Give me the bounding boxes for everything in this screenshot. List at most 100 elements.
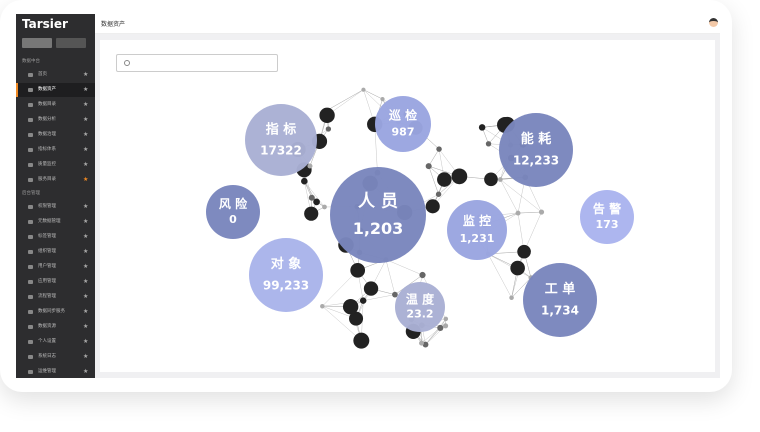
star-icon[interactable]: ★ xyxy=(83,338,89,345)
menu-item[interactable]: 数据资源 ★ xyxy=(16,320,95,334)
menu-label: 个人设置 xyxy=(38,339,56,344)
star-icon[interactable]: ★ xyxy=(83,101,89,108)
menu-item[interactable]: 权限管理 ★ xyxy=(16,200,95,214)
star-icon[interactable]: ★ xyxy=(83,176,89,183)
network-node xyxy=(451,168,468,185)
menu-item[interactable]: 首页 ★ xyxy=(16,68,95,82)
menu-item[interactable]: 指标体系 ★ xyxy=(16,143,95,157)
network-node xyxy=(419,340,424,346)
menu-item[interactable]: 标签管理 ★ xyxy=(16,230,95,244)
menu-label: 质量监控 xyxy=(38,162,56,167)
star-icon[interactable]: ★ xyxy=(83,71,89,78)
star-icon[interactable]: ★ xyxy=(83,308,89,315)
star-icon[interactable]: ★ xyxy=(83,146,89,153)
network-node xyxy=(435,191,442,197)
menu-label: 流程管理 xyxy=(38,294,56,299)
star-icon[interactable]: ★ xyxy=(83,278,89,285)
menu-item[interactable]: 元数据管理 ★ xyxy=(16,215,95,229)
menu-item[interactable]: 流程管理 ★ xyxy=(16,290,95,304)
tab[interactable] xyxy=(56,38,86,48)
star-icon[interactable]: ★ xyxy=(83,293,89,300)
network-edge xyxy=(500,179,519,214)
star-icon[interactable]: ★ xyxy=(83,263,89,270)
network-edge xyxy=(511,277,532,298)
menu-icon xyxy=(28,340,33,344)
network-node xyxy=(422,341,429,348)
network-edge xyxy=(322,306,362,341)
menu-item[interactable]: 数据目录 ★ xyxy=(16,98,95,112)
sidebar: Tarsier 数据中台 首页 ★ 数据资产 ★ 数据目录 ★ 数据分析 ★ 数据治理 ★ 指标体系 ★… xyxy=(16,14,95,378)
bubble xyxy=(330,167,426,263)
menu-item[interactable]: 数据资产 ★ xyxy=(16,83,95,97)
menu-label: 系统日志 xyxy=(38,354,56,359)
star-icon[interactable]: ★ xyxy=(83,116,89,123)
menu-label: 用户管理 xyxy=(38,264,56,269)
menu-item[interactable]: 组织管理 ★ xyxy=(16,245,95,259)
network-node xyxy=(515,210,521,216)
network-edge xyxy=(304,181,325,208)
menu-label: 首页 xyxy=(38,72,47,77)
avatar[interactable] xyxy=(709,18,718,27)
network-node xyxy=(509,295,514,301)
network-node xyxy=(361,87,366,92)
network-node xyxy=(359,297,367,304)
network-edge xyxy=(425,318,447,345)
menu-item[interactable]: 质量监控 ★ xyxy=(16,158,95,172)
star-icon[interactable]: ★ xyxy=(83,353,89,360)
network-node xyxy=(478,124,486,131)
search-box[interactable] xyxy=(116,54,278,72)
bubble-label: 巡 检 xyxy=(389,108,417,123)
star-icon[interactable]: ★ xyxy=(83,161,89,168)
menu-label: 组织管理 xyxy=(38,249,56,254)
network-node xyxy=(322,204,327,210)
star-icon[interactable]: ★ xyxy=(83,203,89,210)
bubble-label: 监 控 xyxy=(463,213,491,228)
menu-icon xyxy=(28,205,33,209)
network-node xyxy=(342,299,359,315)
network-node xyxy=(350,262,366,278)
menu-item[interactable]: 数据治理 ★ xyxy=(16,128,95,142)
menu-icon xyxy=(28,220,33,224)
star-icon[interactable]: ★ xyxy=(83,233,89,240)
network-node xyxy=(325,126,332,132)
bubble-label: 能 耗 xyxy=(521,131,552,147)
menu-item[interactable]: 数据分析 ★ xyxy=(16,113,95,127)
menu-label: 服务目录 xyxy=(38,177,56,182)
tab[interactable] xyxy=(22,38,52,48)
network-node xyxy=(307,163,313,169)
menu-item[interactable]: 系统日志 ★ xyxy=(16,350,95,364)
bubble-value: 17322 xyxy=(260,143,302,157)
network-node xyxy=(437,324,444,331)
menu-icon xyxy=(28,325,33,329)
bubble-value: 987 xyxy=(392,125,415,138)
star-icon[interactable]: ★ xyxy=(83,131,89,138)
star-icon[interactable]: ★ xyxy=(83,323,89,330)
menu-icon xyxy=(28,148,33,152)
network-node xyxy=(485,141,492,147)
menu-item[interactable]: 应用管理 ★ xyxy=(16,275,95,289)
network-node xyxy=(392,291,398,298)
menu-label: 数据目录 xyxy=(38,102,56,107)
star-icon[interactable]: ★ xyxy=(83,86,89,93)
menu-item[interactable]: 个人设置 ★ xyxy=(16,335,95,349)
star-icon[interactable]: ★ xyxy=(83,218,89,225)
network-edge xyxy=(363,294,395,301)
menu-item[interactable]: 服务目录 ★ xyxy=(16,173,95,187)
network-edge xyxy=(518,211,542,214)
star-icon[interactable]: ★ xyxy=(83,248,89,255)
star-icon[interactable]: ★ xyxy=(83,368,89,375)
network-node xyxy=(320,303,325,309)
menu-item[interactable]: 运维管理 ★ xyxy=(16,365,95,378)
bubble-label: 指 标 xyxy=(266,121,297,137)
menu-icon xyxy=(28,133,33,137)
menu-item[interactable]: 用户管理 ★ xyxy=(16,260,95,274)
menu-label: 指标体系 xyxy=(38,147,56,152)
section-title: 数据中台 xyxy=(22,59,40,64)
bubble-value: 1,734 xyxy=(541,304,579,318)
menu-item[interactable]: 数据同步服务 ★ xyxy=(16,305,95,319)
network-edge xyxy=(428,148,440,167)
bubble xyxy=(395,282,445,332)
menu-label: 元数据管理 xyxy=(38,219,61,224)
